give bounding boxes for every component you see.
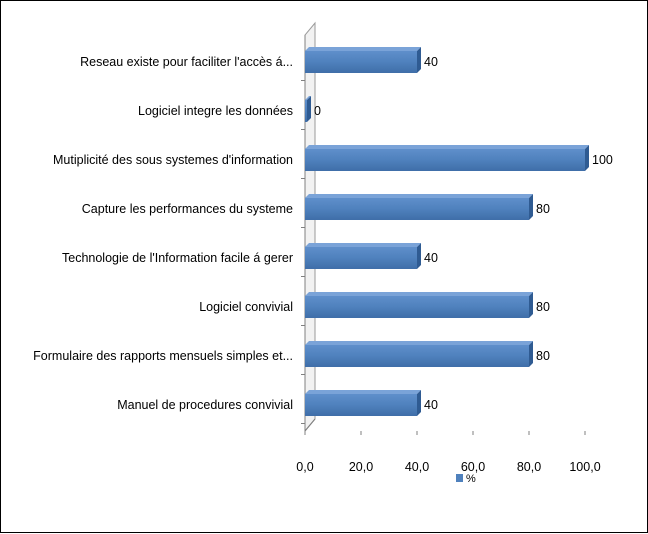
data-label: 40 — [424, 251, 438, 265]
data-label: 0 — [314, 104, 321, 118]
bar-side — [417, 47, 421, 73]
bar — [305, 247, 417, 269]
category-label: Capture les performances du systeme — [82, 202, 293, 216]
bar-side — [585, 145, 589, 171]
data-label: 80 — [536, 202, 550, 216]
data-label: 40 — [424, 55, 438, 69]
category-label: Technologie de l'Information facile á ge… — [62, 251, 293, 265]
legend-label: % — [466, 473, 476, 485]
category-label: Logiciel integre les données — [138, 104, 293, 118]
bar-top — [305, 292, 533, 296]
bar — [305, 51, 417, 73]
bar — [305, 198, 529, 220]
bar-top — [305, 243, 421, 247]
data-label: 40 — [424, 398, 438, 412]
bar — [305, 100, 307, 122]
bar-top — [305, 390, 421, 394]
bar — [305, 345, 529, 367]
bar-top — [305, 47, 421, 51]
bar — [305, 149, 585, 171]
data-label: 80 — [536, 300, 550, 314]
bar — [305, 296, 529, 318]
category-label: Manuel de procedures convivial — [117, 398, 293, 412]
x-tick-label: 80,0 — [517, 460, 541, 474]
bar-side — [529, 341, 533, 367]
category-label: Mutiplicité des sous systemes d'informat… — [53, 153, 293, 167]
legend-swatch — [456, 474, 463, 482]
bar-side — [417, 243, 421, 269]
x-tick-label: 0,0 — [296, 460, 313, 474]
category-label: Logiciel convivial — [199, 300, 293, 314]
data-label: 100 — [592, 153, 613, 167]
bar-side — [417, 390, 421, 416]
bar-top — [305, 341, 533, 345]
bar-side — [529, 194, 533, 220]
x-tick-label: 40,0 — [405, 460, 429, 474]
bar-top — [305, 194, 533, 198]
bar-side — [307, 96, 311, 122]
category-label: Reseau existe pour faciliter l'accès á..… — [80, 55, 293, 69]
bar-top — [305, 145, 589, 149]
data-label: 80 — [536, 349, 550, 363]
x-tick-label: 20,0 — [349, 460, 373, 474]
x-tick-label: 100,0 — [569, 460, 600, 474]
bar — [305, 394, 417, 416]
bar-side — [529, 292, 533, 318]
axis-wall — [305, 23, 315, 431]
x-tick-label: 60,0 — [461, 460, 485, 474]
category-label: Formulaire des rapports mensuels simples… — [33, 349, 293, 363]
